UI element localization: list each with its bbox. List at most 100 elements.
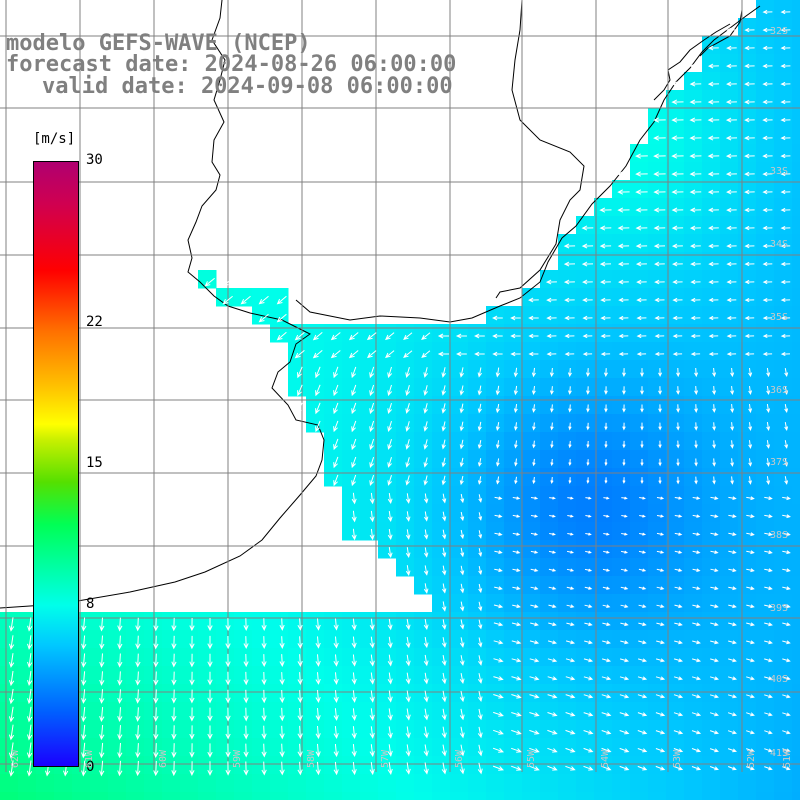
wind-arrow (493, 604, 504, 609)
wind-arrow (694, 404, 698, 413)
wind-arrow (584, 622, 593, 627)
wind-arrow (674, 604, 683, 609)
wind-speed-cell (378, 522, 397, 541)
wind-speed-cell (432, 630, 451, 649)
wind-speed-cell (468, 522, 487, 541)
wind-arrow (493, 658, 504, 663)
wind-speed-cell (432, 648, 451, 667)
wind-arrow (441, 565, 447, 576)
wind-speed-cell (108, 792, 127, 800)
wind-speed-cell (702, 342, 721, 361)
wind-speed-cell (630, 720, 649, 739)
wind-arrow (707, 171, 720, 177)
wind-speed-cell (540, 504, 559, 523)
wind-speed-cell (738, 594, 757, 613)
wind-speed-cell (774, 54, 793, 73)
wind-speed-cell (576, 450, 595, 469)
wind-arrow (204, 277, 215, 287)
wind-speed-cell (540, 450, 559, 469)
wind-arrow (566, 568, 575, 572)
wind-arrow (243, 653, 249, 668)
wind-speed-cell (792, 576, 800, 595)
wind-speed-cell (180, 774, 199, 793)
wind-speed-cell (414, 468, 433, 487)
wind-arrow (601, 730, 612, 735)
wind-speed-cell (594, 432, 613, 451)
wind-speed-cell (324, 630, 343, 649)
wind-arrow (637, 712, 648, 717)
wind-speed-cell (432, 432, 451, 451)
wind-speed-cell (648, 198, 667, 217)
wind-speed-cell (90, 720, 109, 739)
wind-arrow (689, 117, 702, 123)
wind-speed-cell (630, 450, 649, 469)
wind-speed-cell (792, 468, 800, 487)
wind-speed-cell (738, 720, 757, 739)
wind-arrow (638, 604, 647, 608)
wind-speed-cell (612, 702, 631, 721)
wind-speed-cell (252, 612, 271, 631)
wind-arrow (530, 622, 539, 627)
wind-speed-cell (702, 612, 721, 631)
wind-speed-cell (792, 360, 800, 379)
wind-speed-cell (90, 666, 109, 685)
wind-arrow (603, 368, 608, 378)
wind-speed-cell (414, 738, 433, 757)
wind-arrow (549, 367, 554, 378)
wind-speed-cell (594, 342, 613, 361)
wind-arrow (222, 277, 233, 287)
wind-arrow (27, 635, 33, 650)
wind-arrow (99, 617, 105, 632)
wind-speed-cell (720, 252, 739, 271)
wind-arrow (423, 475, 428, 486)
wind-speed-cell (756, 414, 775, 433)
wind-speed-cell (702, 756, 721, 775)
wind-arrow (638, 568, 647, 572)
wind-arrow (403, 332, 413, 341)
wind-speed-cell (792, 36, 800, 55)
wind-arrow (584, 568, 593, 572)
wind-arrow (746, 622, 755, 627)
wind-speed-cell (792, 288, 800, 307)
wind-speed-cell (576, 756, 595, 775)
wind-speed-cell (414, 648, 433, 667)
wind-speed-cell (720, 180, 739, 199)
wind-speed-cell (0, 756, 19, 775)
latitude-label: 35S (770, 312, 789, 323)
wind-speed-cell (198, 792, 217, 800)
wind-speed-cell (738, 504, 757, 523)
wind-arrow (387, 744, 393, 757)
wind-speed-cell (522, 702, 541, 721)
wind-speed-cell (342, 486, 361, 505)
wind-arrow (117, 653, 123, 668)
wind-speed-cell (486, 540, 505, 559)
wind-arrow (584, 604, 593, 608)
wind-arrow (654, 279, 665, 285)
model-title: modelo GEFS-WAVE (NCEP) (6, 31, 311, 56)
wind-speed-cell (702, 306, 721, 325)
wind-speed-cell (468, 666, 487, 685)
wind-speed-cell (648, 126, 667, 145)
wind-arrow (784, 440, 789, 449)
wind-speed-cell (540, 648, 559, 667)
wind-speed-cell (468, 630, 487, 649)
wind-arrow (530, 514, 539, 518)
wind-arrow (637, 730, 648, 735)
wind-arrow (494, 550, 503, 554)
wind-speed-cell (738, 648, 757, 667)
wind-arrow (8, 760, 15, 777)
wind-arrow (780, 27, 791, 33)
wind-arrow (762, 261, 773, 267)
wind-arrow (477, 726, 483, 739)
wind-speed-cell (720, 306, 739, 325)
wind-arrow (460, 547, 465, 558)
wind-speed-cell (630, 396, 649, 415)
wind-arrow (478, 494, 483, 503)
wind-arrow (547, 658, 558, 663)
wind-speed-cell (720, 216, 739, 235)
wind-arrow (81, 617, 87, 632)
wind-speed-cell (774, 396, 793, 415)
wind-speed-cell (558, 432, 577, 451)
wind-arrow (565, 765, 576, 771)
wind-arrow (640, 368, 644, 378)
